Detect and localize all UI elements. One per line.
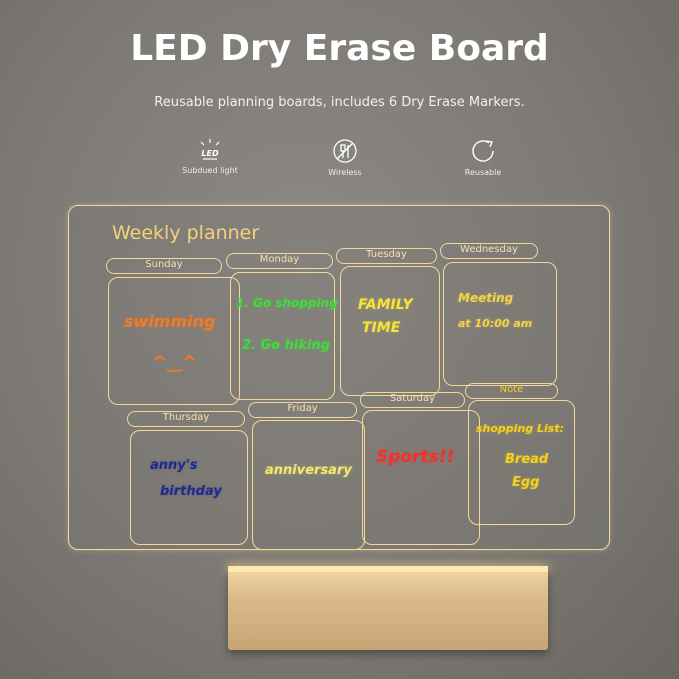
day-cell[interactable] bbox=[468, 400, 575, 525]
reusable-icon bbox=[472, 140, 494, 162]
handwritten-note: 1. Go shopping bbox=[236, 296, 338, 310]
day-cell[interactable] bbox=[130, 430, 248, 545]
feature-label: Reusable bbox=[464, 168, 502, 177]
handwritten-note: anny's bbox=[150, 458, 198, 473]
feature-reusable: Reusable bbox=[423, 138, 543, 177]
wireless-icon bbox=[333, 139, 357, 163]
day-header: Tuesday bbox=[336, 248, 437, 264]
subtitle: Reusable planning boards, includes 6 Dry… bbox=[154, 95, 525, 110]
led-light-icon: LED bbox=[200, 139, 220, 160]
handwritten-note: birthday bbox=[160, 484, 222, 499]
handwritten-note: TIME bbox=[362, 320, 401, 336]
feature-wireless: Wireless bbox=[285, 138, 405, 177]
handwritten-note: at 10:00 am bbox=[458, 317, 533, 330]
day-cell[interactable] bbox=[340, 266, 440, 396]
day-header: Thursday bbox=[127, 411, 245, 427]
handwritten-note: FAMILY bbox=[358, 297, 413, 313]
day-cell[interactable] bbox=[108, 277, 240, 405]
handwritten-note: 2. Go hiking bbox=[242, 338, 331, 353]
handwritten-note: Sports!! bbox=[376, 447, 455, 467]
feature-label: Wireless bbox=[328, 168, 362, 177]
handwritten-note: Meeting bbox=[458, 291, 514, 305]
day-header: Friday bbox=[248, 402, 357, 418]
day-cell[interactable] bbox=[362, 410, 480, 545]
day-header: Sunday bbox=[106, 258, 222, 274]
day-cell[interactable] bbox=[443, 262, 557, 386]
handwritten-note: Bread bbox=[505, 452, 549, 467]
board-heading: Weekly planner bbox=[112, 222, 260, 244]
handwritten-note: shopping List: bbox=[476, 422, 564, 435]
handwritten-note: anniversary bbox=[265, 463, 352, 478]
svg-text:LED: LED bbox=[201, 149, 219, 158]
day-header: Wednesday bbox=[440, 243, 538, 259]
day-cell[interactable] bbox=[252, 420, 365, 550]
page-title: LED Dry Erase Board bbox=[130, 28, 549, 69]
feature-label: Subdued light bbox=[182, 166, 238, 175]
day-header: Note bbox=[465, 383, 558, 399]
day-cell[interactable] bbox=[230, 272, 335, 400]
day-header: Saturday bbox=[360, 392, 465, 408]
wooden-led-base bbox=[228, 566, 548, 650]
handwritten-note: swimming bbox=[124, 312, 216, 331]
led-glow-slot bbox=[228, 566, 548, 572]
handwritten-note: ^‿^ bbox=[152, 352, 198, 373]
feature-subdued-light: LED Subdued light bbox=[150, 138, 270, 175]
day-header: Monday bbox=[226, 253, 333, 269]
handwritten-note: Egg bbox=[512, 475, 540, 490]
